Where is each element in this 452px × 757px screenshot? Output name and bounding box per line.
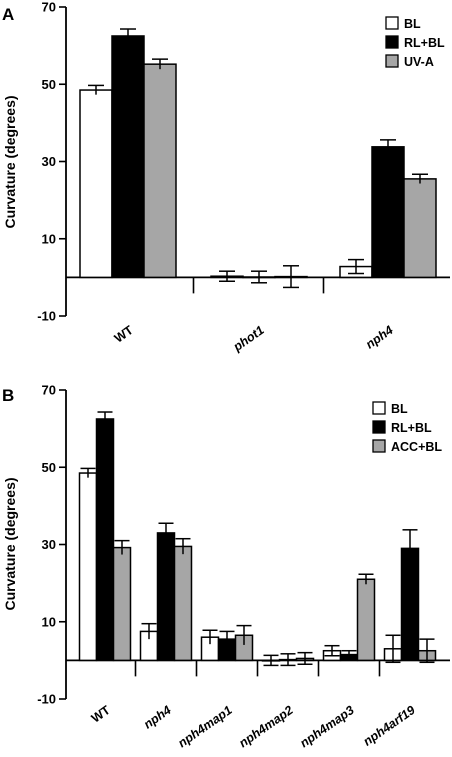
y-tick-label-a: 70 (42, 0, 56, 15)
category-label-b: nph4 (141, 703, 174, 732)
legend-swatch-b (372, 420, 386, 434)
bar-b-WT-RL+BL (95, 418, 115, 662)
y-tick-label-b: 10 (42, 614, 56, 629)
y-tick-label-b: -10 (37, 692, 56, 707)
bar-b-WT-BL (78, 472, 98, 662)
panel-letter-a: A (2, 5, 14, 24)
panel-letter-b: B (2, 386, 14, 405)
y-tick-label-a: 10 (42, 231, 56, 246)
bar-b-WT-ACC+BL (112, 546, 132, 662)
bar-a-WT-UV-A (143, 63, 177, 279)
y-axis-title-a: Curvature (degrees) (2, 95, 18, 228)
panel-a: A Curvature (degrees) -10 10 30 50 70 WT phot1… (2, 0, 450, 355)
legend-label-a: BL (404, 17, 421, 31)
category-label-b: WT (89, 703, 113, 726)
y-tick-label-a: -10 (37, 309, 56, 324)
legend-label-b: ACC+BL (391, 440, 442, 454)
y-tick-label-b: 50 (42, 460, 56, 475)
bar-a-WT-RL+BL (111, 35, 145, 279)
y-tick-label-a: 30 (42, 154, 56, 169)
legend-swatch-a (385, 35, 399, 49)
category-label-b: nph4map2 (236, 703, 295, 750)
category-label-b: nph4arf19 (361, 703, 418, 749)
category-label-a: WT (112, 323, 136, 346)
legend-label-b: BL (391, 402, 408, 416)
bar-b-nph4-RL+BL (156, 532, 176, 662)
legend-label-a: UV-A (404, 55, 434, 69)
y-tick-label-a: 50 (42, 77, 56, 92)
legend-swatch-a (385, 54, 399, 68)
category-label-b: nph4map1 (175, 703, 234, 750)
category-label-a: phot1 (230, 323, 267, 355)
bar-b-nph4map3-ACC+BL (356, 578, 376, 662)
legend-swatch-b (372, 401, 386, 415)
legend-swatch-b (372, 439, 386, 453)
legend-swatch-a (385, 16, 399, 30)
y-tick-label-b: 30 (42, 537, 56, 552)
legend-label-b: RL+BL (391, 421, 432, 435)
y-axis-title-b: Curvature (degrees) (2, 477, 18, 610)
category-label-b: nph4map3 (297, 703, 356, 750)
bar-a-nph4-UV-A (403, 178, 437, 279)
y-tick-label-b: 70 (42, 383, 56, 398)
category-label-a: nph4 (363, 323, 396, 352)
bar-a-nph4-RL+BL (371, 146, 405, 279)
legend-label-a: RL+BL (404, 36, 445, 50)
bar-a-WT-BL (79, 89, 113, 279)
bar-b-nph4-ACC+BL (173, 545, 193, 662)
